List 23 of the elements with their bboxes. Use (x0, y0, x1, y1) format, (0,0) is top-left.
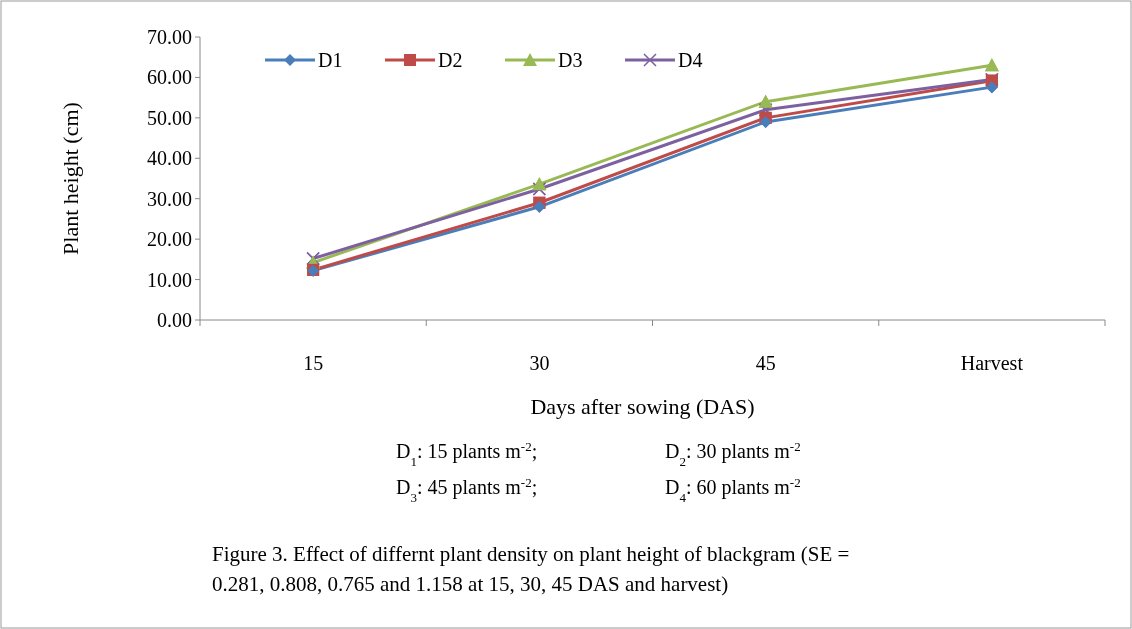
legend-label: D3 (558, 49, 583, 71)
text: D$_{4}$: 60 plants m$^{-2}$ (665, 474, 801, 505)
text: D$_{3}$: 45 plants m$^{-2}$; (396, 474, 538, 505)
x-axis-title: Days after sowing (DAS) (530, 394, 755, 419)
y-tick-label: 0.00 (157, 309, 192, 331)
text: D$_{1}$: 15 plants m$^{-2}$; (396, 438, 538, 469)
y-tick-label: 10.00 (147, 268, 192, 291)
legend-label: D2 (438, 49, 463, 71)
y-tick-label: 60.00 (147, 66, 192, 89)
y-tick-label: 20.00 (147, 228, 192, 251)
y-axis-title: Plant height (cm) (58, 102, 83, 255)
x-tick-label: 45 (755, 352, 776, 374)
y-tick-label: 50.00 (147, 106, 192, 129)
x-tick-label: 30 (529, 352, 550, 374)
caption: Figure 3. Effect of differnt plant density on plant height of blackgram (SE = 0.281, 0.808, 0.765 and 1.158 at 15, 30, 45 DAS and harvest) (212, 542, 850, 596)
y-tick-label: 70.00 (147, 26, 192, 48)
x-tick-label: 15 (303, 352, 324, 374)
y-tick-label: 40.00 (147, 147, 192, 170)
text: D$_{2}$: 30 plants m$^{-2}$ (665, 438, 801, 469)
x-tick-label: Harvest (960, 352, 1024, 374)
y-tick-label: 30.00 (147, 187, 192, 210)
legend-label: D1 (318, 49, 343, 71)
legend-label: D4 (678, 49, 703, 71)
